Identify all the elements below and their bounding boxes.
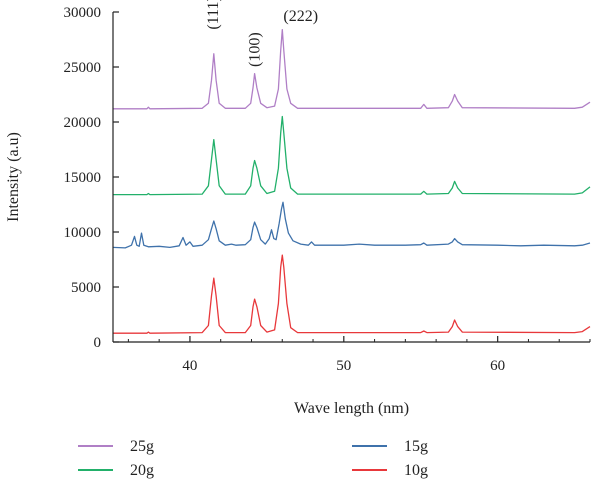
legend-label-10g: 10g: [404, 462, 428, 479]
y-tick-label: 0: [94, 335, 102, 351]
y-tick-label: 5000: [71, 280, 101, 296]
y-tick-label: 25000: [64, 60, 102, 76]
series-line-15g: [112, 201, 591, 249]
peak-label: (100): [247, 32, 264, 67]
series-line-10g: [113, 254, 591, 334]
legend: 25g 15g 20g 10g: [78, 438, 428, 479]
x-tick-label: 50: [336, 358, 351, 374]
peak-label: (111): [205, 0, 222, 30]
x-tick-label: 40: [182, 358, 197, 374]
x-tick-label: 60: [490, 358, 505, 374]
series-layer: [112, 28, 591, 334]
y-tick-label: 30000: [64, 5, 102, 21]
x-ticks: 40 50 60: [127, 336, 591, 374]
y-ticks: 0 5000 10000 15000 20000 25000 30000: [64, 5, 119, 351]
y-axis-title: Intensity (a.u): [5, 132, 22, 222]
peak-label: (222): [283, 8, 318, 25]
series-line-20g: [113, 115, 591, 196]
y-tick-label: 10000: [64, 225, 102, 241]
y-tick-label: 20000: [64, 115, 102, 131]
x-axis-title: Wave length (nm): [294, 400, 409, 417]
y-tick-label: 15000: [64, 170, 102, 186]
legend-label-25g: 25g: [130, 438, 154, 455]
legend-label-20g: 20g: [130, 462, 154, 479]
legend-label-15g: 15g: [404, 438, 428, 455]
series-line-25g: [113, 28, 591, 110]
peak-annotations: (111) (100) (222): [205, 0, 318, 67]
axes-layer: [112, 12, 590, 343]
